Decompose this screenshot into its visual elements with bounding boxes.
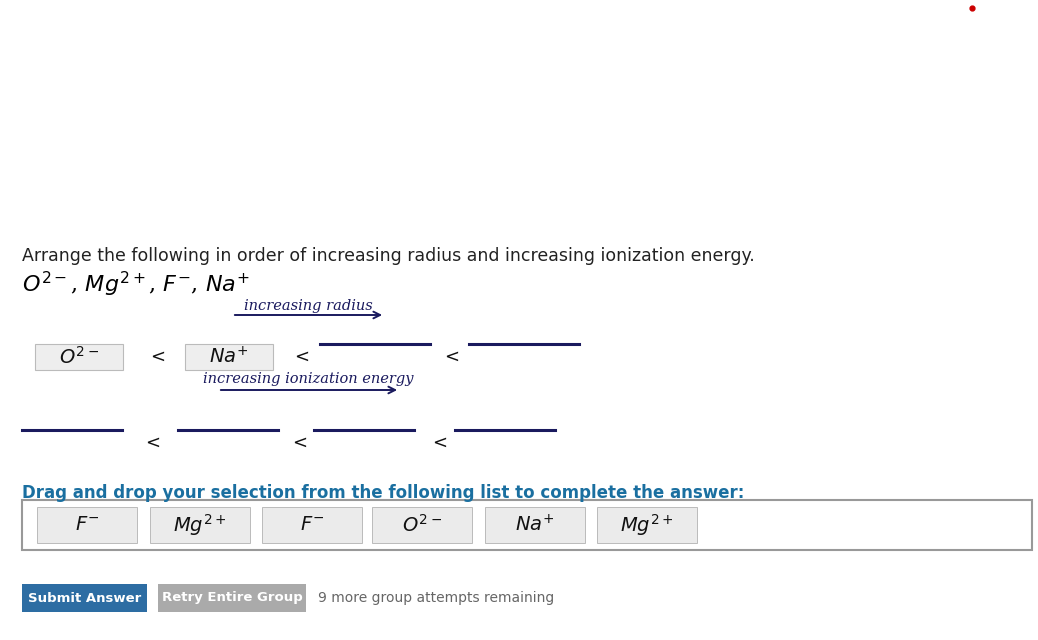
Text: <: < — [433, 434, 447, 452]
Text: <: < — [151, 348, 165, 366]
Bar — [158, 584, 306, 612]
Text: Drag and drop your selection from the following list to complete the answer:: Drag and drop your selection from the fo… — [22, 484, 744, 502]
Text: increasing radius: increasing radius — [244, 299, 373, 313]
Bar — [22, 500, 1032, 550]
Text: <: < — [145, 434, 161, 452]
Text: $O^{2-}$: $O^{2-}$ — [59, 346, 99, 368]
Bar — [22, 584, 147, 612]
Bar — [372, 507, 472, 543]
Text: $Na^{+}$: $Na^{+}$ — [210, 346, 249, 367]
Text: $Mg^{2+}$: $Mg^{2+}$ — [621, 512, 674, 538]
Text: $F^{-}$: $F^{-}$ — [75, 516, 100, 534]
Text: $Na^{+}$: $Na^{+}$ — [515, 515, 554, 536]
Bar — [485, 507, 585, 543]
Text: Submit Answer: Submit Answer — [28, 591, 141, 605]
Text: increasing ionization energy: increasing ionization energy — [202, 372, 413, 386]
Bar — [151, 507, 250, 543]
Text: 9 more group attempts remaining: 9 more group attempts remaining — [318, 591, 554, 605]
Bar — [35, 344, 122, 370]
Text: <: < — [295, 348, 309, 366]
Text: $O^{2-}$: $O^{2-}$ — [402, 514, 442, 536]
Text: Retry Entire Group: Retry Entire Group — [162, 591, 302, 605]
Text: <: < — [444, 348, 460, 366]
Text: <: < — [293, 434, 307, 452]
Bar — [262, 507, 362, 543]
Bar — [597, 507, 696, 543]
Bar — [185, 344, 273, 370]
Text: $F^{-}$: $F^{-}$ — [300, 516, 324, 534]
Bar — [37, 507, 137, 543]
Text: $\mathit{O}^{2-}$, $\mathit{Mg}^{2+}$, $\mathit{F}^{-}$, $\mathit{Na}^{+}$: $\mathit{O}^{2-}$, $\mathit{Mg}^{2+}$, $… — [22, 270, 250, 299]
Text: Arrange the following in order of increasing radius and increasing ionization en: Arrange the following in order of increa… — [22, 247, 755, 265]
Text: $Mg^{2+}$: $Mg^{2+}$ — [173, 512, 226, 538]
